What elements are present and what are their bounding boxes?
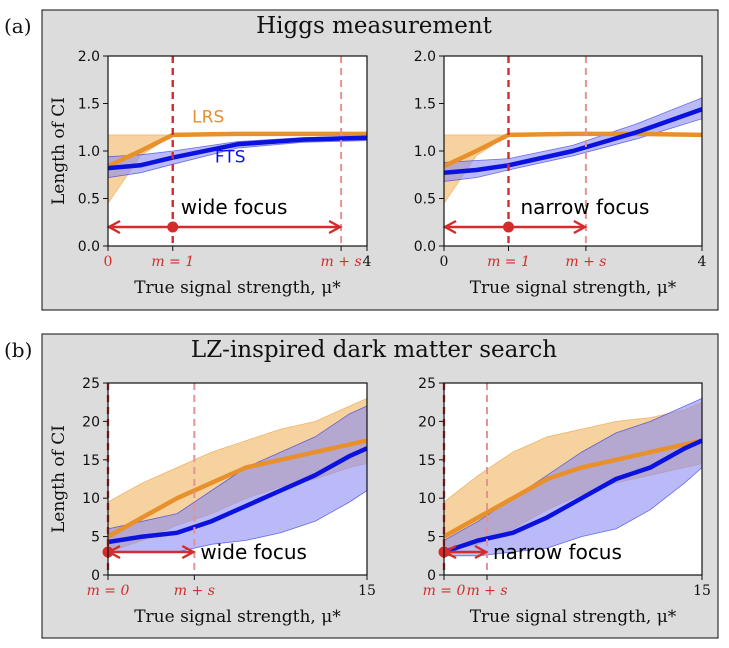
y-axis-label: Length of CI (49, 97, 69, 205)
plot-a-2: narrow focus 0.0 0.5 1.0 1.5 2.0 0 m = 1 m + s 4 T… (414, 49, 707, 298)
plot-a-1: wide focus LRS FTS 0.0 0.5 1.0 1.5 2.0 0 m = 1 m +… (49, 49, 372, 298)
x-tick-label: 4 (698, 254, 707, 270)
y-tick-label: 2.0 (78, 49, 100, 65)
y-tick-label: 1.5 (414, 97, 436, 113)
y-tick-label: 10 (418, 491, 436, 507)
y-tick-label: 0 (91, 568, 100, 584)
x-axis-label: True signal strength, μ* (134, 278, 341, 298)
focus-center-dot (503, 221, 514, 233)
x-tick-label: 0 (440, 254, 449, 270)
y-tick-label: 10 (82, 491, 100, 507)
x-tick-label: 4 (363, 254, 372, 270)
series-line-lrs (107, 131, 367, 169)
series-line-lrs (442, 438, 703, 539)
series-line-fts (443, 438, 703, 555)
x-tick-label: m + s (321, 254, 362, 270)
section-title: LZ-inspired dark matter search (191, 337, 557, 363)
y-tick-label: 15 (418, 453, 436, 469)
plot-b-1: wide focus 0 5 10 15 20 25 m = 0 m + s 15 True sig… (49, 376, 376, 627)
panel-a: Higgs measurement(a)wide focusLRSFTS0.00… (4, 9, 719, 311)
x-tick-label: m = 0 (423, 583, 466, 599)
focus-arrow-head-right (328, 219, 343, 235)
x-tick-label: m + s (466, 583, 507, 599)
y-tick-label: 0.5 (78, 192, 100, 208)
y-tick-label: 20 (82, 414, 100, 430)
x-tick-label: m = 1 (487, 254, 530, 270)
section-title: Higgs measurement (256, 13, 493, 39)
x-axis-label: True signal strength, μ* (470, 607, 677, 627)
y-tick-label: 0.0 (414, 239, 436, 255)
x-tick-label: m + s (174, 583, 215, 599)
x-tick-label: 15 (358, 583, 376, 599)
focus-label: narrow focus (521, 195, 650, 219)
focus-label: narrow focus (493, 540, 622, 564)
panel-label: (b) (4, 338, 32, 362)
axes-frame (107, 382, 368, 576)
series-label-lrs: LRS (192, 108, 224, 128)
series-line-lrs (443, 131, 703, 169)
y-tick-label: 15 (82, 453, 100, 469)
x-axis-label: True signal strength, μ* (470, 278, 677, 298)
series-label-fts: FTS (215, 147, 246, 167)
panel-label: (a) (4, 14, 32, 38)
y-axis-label: Length of CI (49, 425, 69, 533)
y-tick-label: 1.0 (414, 144, 436, 160)
y-tick-label: 0.0 (78, 239, 100, 255)
y-tick-label: 25 (418, 376, 436, 392)
series-line-fts (443, 107, 703, 176)
focus-label: wide focus (181, 195, 288, 219)
focus-arrow-head-left (442, 219, 457, 235)
panel-b: LZ-inspired dark matter search (b) wide fo… (4, 333, 719, 639)
x-axis-label: True signal strength, μ* (134, 607, 341, 627)
y-tick-label: 25 (82, 376, 100, 392)
x-tick-label: 15 (693, 583, 711, 599)
focus-label: wide focus (200, 540, 307, 564)
x-tick-label: m + s (565, 254, 606, 270)
y-tick-label: 5 (427, 530, 436, 546)
axes-frame (443, 382, 703, 576)
y-tick-label: 5 (91, 530, 100, 546)
series-line-fts (107, 135, 368, 171)
y-tick-label: 0 (427, 568, 436, 584)
y-tick-label: 1.5 (78, 97, 100, 113)
x-tick-label: m = 1 (151, 254, 194, 270)
plot-area (108, 56, 367, 246)
x-tick-label: m = 0 (87, 583, 130, 599)
series-line-fts (107, 446, 368, 545)
focus-arrow-head-right (474, 544, 489, 560)
focus-arrow-head-right (181, 544, 196, 560)
y-tick-label: 0.5 (414, 192, 436, 208)
y-tick-label: 2.0 (414, 49, 436, 65)
focus-arrow-head-left (106, 219, 121, 235)
focus-arrow-head-right (573, 219, 588, 235)
y-tick-label: 1.0 (78, 144, 100, 160)
series-line-lrs (106, 438, 368, 539)
y-tick-label: 20 (418, 414, 436, 430)
focus-center-dot (167, 221, 179, 233)
x-tick-label: 0 (104, 254, 113, 270)
